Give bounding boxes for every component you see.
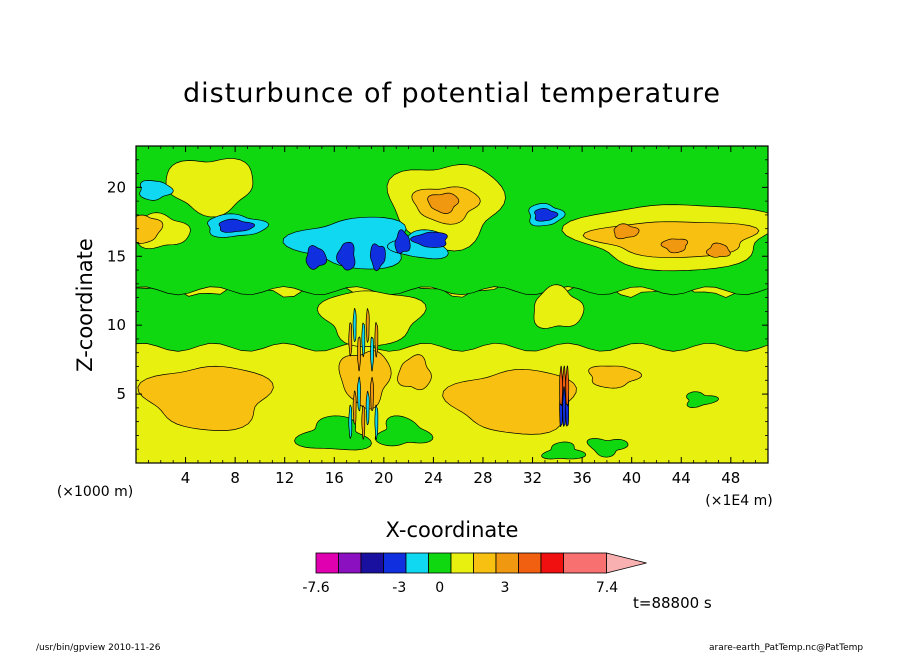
colorbar-label: -3 <box>392 580 406 596</box>
x-tick-label: 44 <box>672 469 691 487</box>
y-tick-label: 15 <box>107 247 126 265</box>
colorbar: -7.6 -3 0 3 7.4 <box>302 552 647 596</box>
x-axis-label: X-coordinate <box>386 518 519 542</box>
x-tick-label: 8 <box>230 469 240 487</box>
x-axis: 4 8 12 16 20 24 28 32 36 40 44 48 <box>147 146 757 487</box>
field-cold-core <box>218 218 256 233</box>
field-plume-streak <box>357 376 361 412</box>
field-plume-streak <box>357 336 361 372</box>
field-plume-streak <box>348 322 353 357</box>
field-plume-streak <box>374 404 379 441</box>
field-plume-streak <box>361 405 366 440</box>
colorbar-swatch <box>383 552 407 574</box>
x-unit-right: (×1E4 m) <box>705 493 772 509</box>
field-band-neutral <box>136 283 768 352</box>
field-warm-anomaly <box>427 192 460 214</box>
y-tick-label: 10 <box>107 316 126 334</box>
field-warm-anomaly <box>613 223 640 240</box>
y-tick-label: 20 <box>107 178 126 196</box>
field-neutral-patch <box>374 415 434 447</box>
field-cold-core <box>410 231 448 248</box>
field-plume-streak <box>559 365 563 407</box>
field-plume-streak <box>361 322 366 358</box>
colorbar-swatch <box>540 552 564 574</box>
chart-title: disturbunce of potential temperature <box>183 78 721 109</box>
field-plume-streak <box>352 308 357 343</box>
y-axis: 5 10 15 20 <box>107 159 768 450</box>
field-cold-core <box>394 229 411 254</box>
colorbar-label: -7.6 <box>302 580 329 596</box>
x-tick-label: 16 <box>325 469 344 487</box>
field-warm-pocket <box>533 284 585 329</box>
x-tick-label: 28 <box>473 469 492 487</box>
colorbar-swatch <box>315 552 339 574</box>
field-plume-streak <box>565 365 570 407</box>
x-tick-label: 12 <box>275 469 294 487</box>
footer-right: arare-earth_PatTemp.nc@PatTemp <box>709 643 864 653</box>
field-neutral-patch <box>541 441 587 460</box>
x-tick-label: 40 <box>622 469 641 487</box>
colorbar-swatch <box>518 552 542 574</box>
field-warm-anomaly <box>136 214 164 244</box>
x-tick-label: 48 <box>721 469 740 487</box>
colorbar-swatch <box>450 552 474 574</box>
field-plume-streak <box>370 336 374 372</box>
field-cold-anomaly <box>139 180 174 201</box>
field-neutral-patch <box>294 415 372 451</box>
field-warm-anomaly <box>660 238 689 254</box>
colorbar-label: 3 <box>501 580 510 596</box>
field-warm-anomaly <box>706 242 731 258</box>
field-plume-streak <box>365 308 370 343</box>
time-stamp: t=88800 s <box>633 594 712 612</box>
colorbar-swatch <box>405 552 429 574</box>
x-unit-left: (×1000 m) <box>57 484 133 500</box>
colorbar-label: 7.4 <box>596 580 618 596</box>
x-tick-label: 24 <box>424 469 443 487</box>
colorbar-extend-arrow <box>606 552 647 574</box>
colorbar-swatch <box>563 552 607 574</box>
plot-area <box>135 145 769 464</box>
colorbar-swatch <box>360 552 384 574</box>
field-warm-pocket <box>316 290 427 347</box>
footer-left: /usr/bin/gpview 2010-11-26 <box>36 643 161 653</box>
field-plume-streak <box>352 390 357 425</box>
field-lower-warm <box>338 350 392 410</box>
x-tick-label: 32 <box>523 469 542 487</box>
field-lower-warm <box>442 368 577 435</box>
field-cold-core <box>370 243 386 272</box>
field-lower-warm <box>588 365 642 389</box>
colorbar-swatch <box>338 552 362 574</box>
field-plume-streak <box>374 321 379 358</box>
field-plume-streak <box>365 390 370 426</box>
field-plume-streak <box>370 376 375 411</box>
field-neutral-patch <box>686 391 719 409</box>
colorbar-swatch <box>473 552 497 574</box>
field-neutral-patch <box>586 438 629 458</box>
plot-frame <box>135 145 769 464</box>
colorbar-swatch <box>428 552 452 574</box>
field-cold-core <box>336 241 356 271</box>
x-tick-label: 36 <box>573 469 592 487</box>
field-lower-warm <box>137 365 274 432</box>
field-lower-warm <box>397 354 432 391</box>
field-cold-core <box>305 245 327 270</box>
field-plume-streak <box>348 404 353 439</box>
field-plume-streak <box>562 386 566 427</box>
colorbar-swatch <box>495 552 519 574</box>
colorbar-label: 0 <box>435 580 444 596</box>
y-tick-label: 5 <box>116 385 126 403</box>
field-cold-core <box>534 208 559 222</box>
x-tick-label: 20 <box>374 469 393 487</box>
x-tick-label: 4 <box>181 469 191 487</box>
y-axis-label: Z-coordinate <box>73 238 97 372</box>
